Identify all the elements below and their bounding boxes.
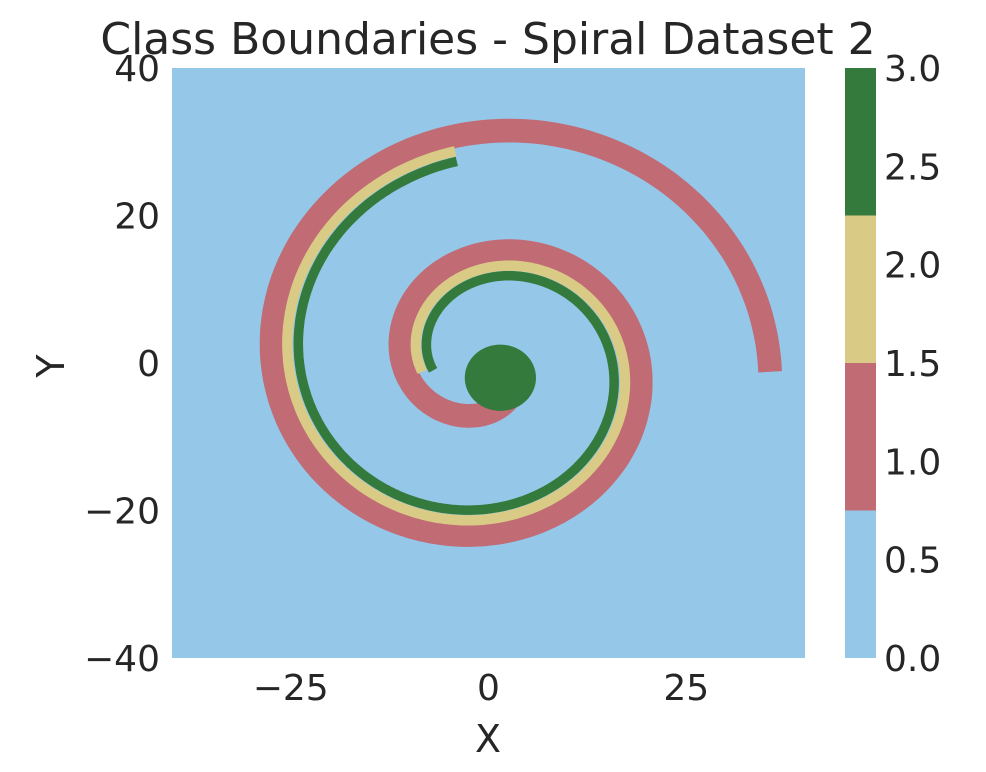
colorbar-level-2 [845, 215, 876, 363]
colorbar [845, 68, 876, 658]
colorbar-tick-label: 2.0 [884, 246, 941, 287]
y-tick-label: −40 [84, 639, 160, 680]
colorbar-level-1 [845, 363, 876, 511]
x-axis-ticks: −25 0 25 [253, 668, 710, 709]
y-axis-label: Y [29, 354, 73, 379]
chart-title: Class Boundaries - Spiral Dataset 2 [100, 14, 875, 65]
colorbar-level-3 [845, 68, 876, 216]
plot-area [172, 68, 805, 658]
y-tick-label: 40 [114, 49, 160, 90]
colorbar-level-0 [845, 510, 876, 658]
x-tick-label: 0 [477, 668, 500, 709]
y-tick-label: 0 [137, 344, 160, 385]
x-tick-label: −25 [253, 668, 329, 709]
colorbar-ticks: 0.0 0.5 1.0 1.5 2.0 2.5 3.0 [884, 49, 941, 680]
colorbar-tick-label: 0.5 [884, 541, 941, 582]
colorbar-tick-label: 1.5 [884, 344, 941, 385]
y-axis-ticks: 40 20 0 −20 −40 [84, 49, 160, 680]
colorbar-tick-label: 3.0 [884, 49, 941, 90]
colorbar-tick-label: 1.0 [884, 442, 941, 483]
colorbar-tick-label: 0.0 [884, 639, 941, 680]
y-tick-label: −20 [84, 492, 160, 533]
class-3-spiral-arm [293, 156, 619, 515]
x-axis-label: X [475, 717, 501, 761]
x-tick-label: 25 [663, 668, 709, 709]
class-2-spiral-arm [282, 146, 631, 526]
class-3-center-blob [464, 344, 536, 411]
colorbar-tick-label: 2.5 [884, 147, 941, 188]
y-tick-label: 20 [114, 197, 160, 238]
